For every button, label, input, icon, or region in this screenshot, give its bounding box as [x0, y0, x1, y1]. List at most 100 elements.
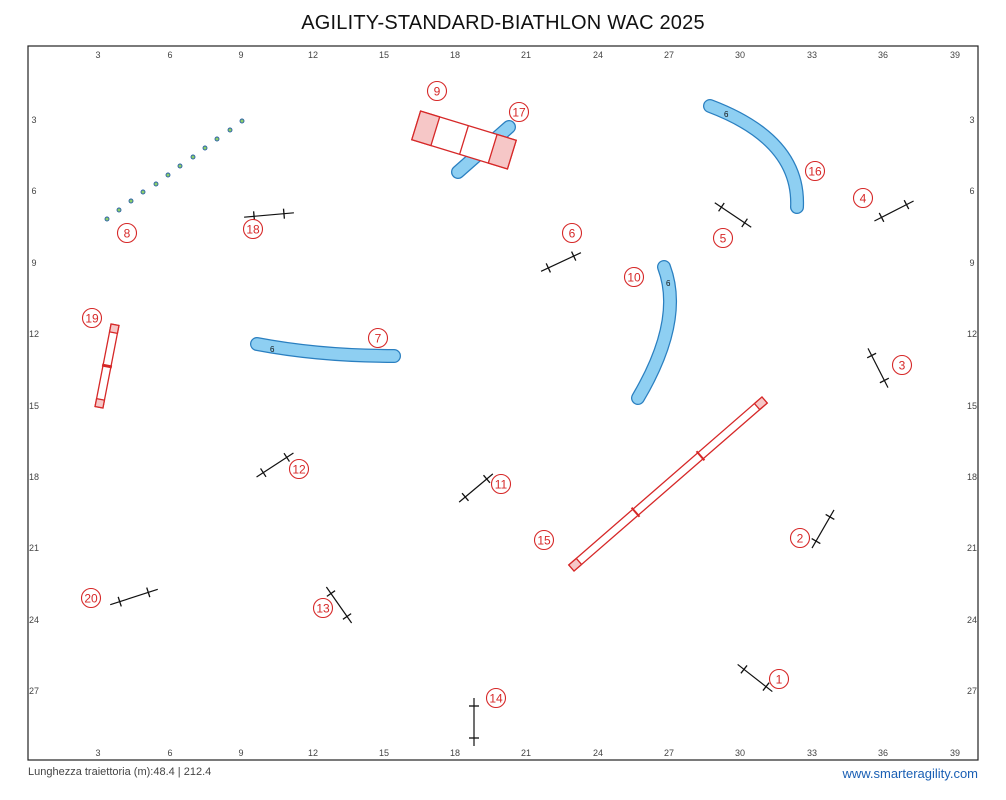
obstacle-number-11: 11: [490, 473, 512, 495]
y-tick-left: 6: [31, 186, 36, 196]
obstacle-number-label: 12: [292, 463, 306, 477]
obstacle-number-label: 9: [434, 85, 441, 99]
x-tick-bottom: 30: [735, 748, 745, 758]
obstacle-number-6: 6: [561, 222, 583, 244]
x-axis-top: 3 6 9 12 15 18 21 24 27 30 33 36 39: [95, 50, 960, 60]
x-tick-top: 15: [379, 50, 389, 60]
x-axis-bottom: 3 6 9 12 15 18 21 24 27 30 33 36 39: [95, 748, 960, 758]
y-tick-right: 27: [967, 686, 977, 696]
x-tick-bottom: 3: [95, 748, 100, 758]
y-tick-right: 12: [967, 329, 977, 339]
obstacle-number-13: 13: [312, 597, 334, 619]
obstacle-number-label: 1: [776, 673, 783, 687]
obstacle-number-19: 19: [81, 307, 103, 329]
y-tick-left: 24: [29, 615, 39, 625]
dog-walk-15: [567, 396, 769, 572]
obstacle-number-label: 18: [246, 223, 260, 237]
y-axis-left: 3 6 9 12 15 18 21 24 27: [29, 115, 39, 696]
obstacle-number-20: 20: [80, 587, 102, 609]
x-tick-top: 27: [664, 50, 674, 60]
x-tick-top: 12: [308, 50, 318, 60]
tunnel-length-label: 6: [666, 279, 671, 288]
y-tick-left: 27: [29, 686, 39, 696]
obstacle-number-label: 13: [316, 602, 330, 616]
obstacle-number-17: 17: [508, 101, 530, 123]
obstacle-number-7: 7: [367, 327, 389, 349]
obstacle-number-label: 4: [860, 192, 867, 206]
obstacle-number-label: 10: [627, 271, 641, 285]
obstacle-number-10: 10: [623, 266, 645, 288]
x-tick-top: 33: [807, 50, 817, 60]
obstacle-number-label: 16: [808, 165, 822, 179]
x-tick-bottom: 9: [238, 748, 243, 758]
x-tick-bottom: 6: [167, 748, 172, 758]
jump-12: [256, 452, 294, 478]
obstacle-number-5: 5: [712, 227, 734, 249]
x-tick-bottom: 27: [664, 748, 674, 758]
y-axis-right: 3 6 9 12 15 18 21 24 27: [967, 115, 977, 696]
y-tick-right: 3: [969, 115, 974, 125]
jump-4: [874, 199, 914, 223]
y-tick-right: 21: [967, 543, 977, 553]
jump-11: [458, 473, 494, 503]
jump-13: [325, 586, 353, 624]
obstacle-number-9: 9: [426, 80, 448, 102]
weave-poles-8: [104, 118, 245, 222]
obstacle-number-label: 5: [720, 232, 727, 246]
obstacle-number-1: 1: [768, 668, 790, 690]
y-tick-right: 24: [967, 615, 977, 625]
y-tick-left: 15: [29, 401, 39, 411]
y-tick-right: 18: [967, 472, 977, 482]
tunnel-length-label: 6: [724, 110, 729, 119]
obstacle-number-14: 14: [485, 687, 507, 709]
jump-1: [737, 663, 773, 693]
x-tick-top: 30: [735, 50, 745, 60]
obstacle-number-label: 20: [84, 592, 98, 606]
x-tick-top: 9: [238, 50, 243, 60]
x-tick-bottom: 39: [950, 748, 960, 758]
y-tick-left: 21: [29, 543, 39, 553]
x-tick-bottom: 24: [593, 748, 603, 758]
obstacle-number-4: 4: [852, 187, 874, 209]
x-tick-bottom: 36: [878, 748, 888, 758]
obstacle-number-label: 6: [569, 227, 576, 241]
jump-2: [811, 509, 835, 549]
obstacle-number-label: 3: [899, 359, 906, 373]
x-tick-top: 24: [593, 50, 603, 60]
website-link[interactable]: www.smarteragility.com: [842, 766, 978, 781]
obstacle-number-12: 12: [288, 458, 310, 480]
obstacle-number-label: 14: [489, 692, 503, 706]
x-tick-bottom: 18: [450, 748, 460, 758]
jump-3: [866, 348, 890, 388]
seesaw-19: [94, 323, 120, 409]
x-tick-bottom: 15: [379, 748, 389, 758]
obstacle-number-18: 18: [242, 218, 264, 240]
course-title: AGILITY-STANDARD-BIATHLON WAC 2025: [301, 12, 705, 34]
obstacle-number-label: 2: [797, 532, 804, 546]
x-tick-bottom: 12: [308, 748, 318, 758]
a-frame-9: [410, 110, 518, 170]
x-tick-top: 6: [167, 50, 172, 60]
obstacle-number-3: 3: [891, 354, 913, 376]
y-tick-left: 18: [29, 472, 39, 482]
y-tick-right: 6: [969, 186, 974, 196]
obstacle-number-label: 17: [512, 106, 526, 120]
x-tick-top: 3: [95, 50, 100, 60]
obstacle-number-label: 7: [375, 332, 382, 346]
jump-20: [110, 587, 158, 607]
y-tick-left: 9: [31, 258, 36, 268]
tunnel-length-label: 6: [270, 345, 275, 354]
x-tick-top: 21: [521, 50, 531, 60]
x-tick-top: 36: [878, 50, 888, 60]
jump-6: [540, 251, 582, 273]
jump-5: [714, 202, 752, 228]
y-tick-right: 15: [967, 401, 977, 411]
path-length-label: Lunghezza traiettoria (m):48.4 | 212.4: [28, 766, 212, 778]
obstacle-number-16: 16: [804, 160, 826, 182]
obstacle-number-label: 11: [495, 478, 508, 492]
obstacle-number-label: 19: [85, 312, 99, 326]
obstacle-number-2: 2: [789, 527, 811, 549]
obstacle-number-15: 15: [533, 529, 555, 551]
x-tick-top: 18: [450, 50, 460, 60]
